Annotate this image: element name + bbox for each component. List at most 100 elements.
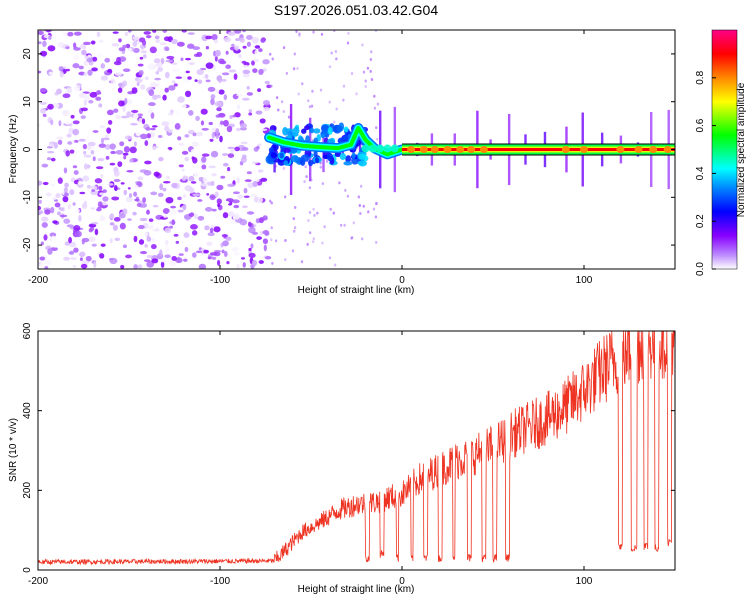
spectrogram-noise-cell [136,78,143,83]
spectrogram-noise-cell [366,66,370,70]
spectrogram-noise-cell [187,76,192,80]
spectrogram-noise-cell [154,35,160,40]
spectrogram-noise-cell [50,119,54,126]
spectrogram-noise-cell [203,249,209,254]
spectrogram-noise-cell [141,118,146,125]
spectrogram-noise-cell [222,240,229,247]
spectrogram-noise-cell [47,150,55,154]
spectrogram-noise-cell [65,150,70,157]
spectrogram-noise-cell [241,60,247,64]
spectrogram-noise-cell [41,222,48,228]
spectrogram-noise-cell [211,131,216,139]
spectrogram-noise-cell [373,94,376,98]
spectrogram-noise-cell [253,196,259,203]
spectrogram-noise-cell [213,39,219,44]
spectrogram-noise-cell [232,213,240,220]
spectrogram-noise-cell [177,96,185,103]
spectrogram-noise-cell [47,103,54,110]
spectrogram-noise-cell [62,109,70,117]
spectrogram-noise-cell [227,31,236,36]
spectrogram-noise-cell [111,196,120,201]
spectrogram-noise-cell [180,57,184,62]
spectrogram-noise-cell [162,208,170,215]
spectrogram-noise-cell [334,50,338,54]
spectrogram-noise-cell [179,86,186,90]
spectrogram-noise-cell [87,144,92,151]
spectrogram-noise-cell [113,178,121,183]
spectrogram-noise-cell [139,250,148,255]
spectrogram-carrier-cell [343,161,353,166]
spectrogram-noise-cell [49,237,53,242]
spectrogram-noise-cell [137,113,144,117]
spectrogram-noise-cell [142,40,147,46]
spectrogram-carrier-node [467,146,476,153]
spectrogram-noise-cell [307,99,310,103]
spectrogram-noise-cell [274,239,278,243]
spectrogram-noise-cell [91,243,97,247]
spectrogram-noise-cell [112,59,117,62]
spectrogram-noise-cell [165,196,174,204]
spectrogram-noise-cell [144,76,149,80]
spectrogram-noise-cell [163,36,170,42]
spectrogram-noise-cell [80,263,88,269]
spectrogram-noise-cell [118,38,122,43]
spectrogram-x-tick-label: 0 [399,275,405,286]
spectrogram-noise-cell [292,217,295,221]
spectrogram-noise-cell [144,160,152,165]
spectrogram-noise-cell [173,83,178,87]
spectrogram-noise-cell [226,217,233,224]
spectrogram-noise-cell [198,176,204,182]
spectrogram-noise-cell [66,87,73,94]
spectrogram-noise-cell [234,30,242,34]
spectrogram-noise-cell [39,261,45,269]
spectrogram-noise-cell [291,249,295,253]
spectrogram-noise-cell [155,71,159,75]
spectrogram-noise-cell [124,135,133,140]
spectrogram-noise-cell [239,37,245,43]
spectrogram-noise-cell [251,60,255,66]
spectrogram-noise-cell [50,206,55,214]
spectrogram-noise-cell [226,125,233,133]
spectrogram-noise-cell [78,138,86,142]
spectrogram-noise-cell [181,30,187,33]
spectrogram-noise-cell [115,114,121,120]
spectrogram-noise-cell [259,230,263,236]
spectrogram-noise-cell [73,247,79,253]
spectrogram-noise-cell [52,197,57,201]
spectrogram-noise-cell [231,199,240,204]
spectrogram-noise-cell [113,108,119,113]
spectrogram-noise-cell [350,236,354,240]
spectrogram-noise-cell [132,211,137,216]
spectrogram-noise-cell [236,177,240,184]
spectrogram-noise-cell [102,189,107,193]
spectrogram-noise-cell [38,205,42,211]
spectrogram-noise-cell [162,30,168,34]
spectrogram-noise-cell [160,261,165,268]
spectrogram-noise-cell [39,87,47,93]
spectrogram-carrier-cell [351,152,356,160]
spectrogram-noise-cell [178,142,184,146]
colorbar-ticks: 0.0 0.2 0.4 0.6 0.8 [695,70,716,276]
spectrogram-noise-cell [255,110,263,115]
spectrogram-noise-cell [200,183,209,187]
spectrogram-noise-cell [87,69,93,76]
spectrogram-noise-cell [145,127,151,131]
spectrogram-carrier-cell [358,153,366,161]
spectrogram-noise-cell [218,113,224,116]
spectrogram-noise-cell [184,246,189,253]
spectrogram-noise-cell [122,68,131,72]
spectrogram-noise-cell [246,92,254,96]
spectrogram-noise-cell [246,41,252,47]
spectrogram-noise-cell [188,62,195,65]
spectrogram-noise-cell [81,203,88,210]
spectrogram-noise-cell [98,103,103,108]
spectrogram-noise-cell [214,101,223,107]
spectrogram-carrier-node [616,146,625,153]
spectrogram-noise-cell [148,108,153,115]
spectrogram-noise-cell [210,150,219,158]
spectrogram-noise-cell [254,45,261,49]
spectrogram-noise-cell [86,57,93,63]
spectrogram-carrier-band [402,148,675,151]
spectrogram-carrier-cell [286,131,294,136]
spectrogram-noise-cell [168,120,175,125]
